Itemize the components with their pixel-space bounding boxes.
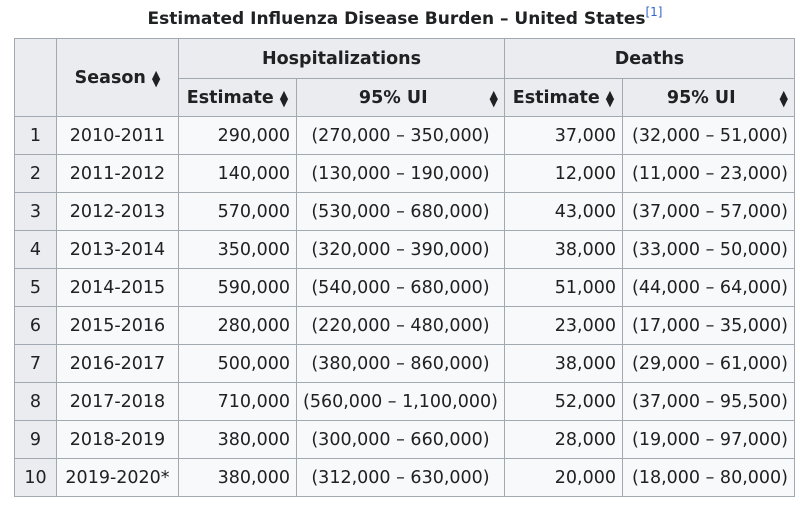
season-cell: 2013-2014 — [56, 230, 179, 269]
table-caption: Estimated Influenza Disease Burden – Uni… — [0, 5, 810, 30]
sort-icon[interactable]: ▲ ▼ — [489, 87, 498, 109]
death-ui-cell: (44,000 – 64,000) — [622, 268, 795, 307]
table-row: 2 2011-2012 140,000 (130,000 – 190,000) … — [14, 154, 795, 193]
row-index: 8 — [14, 382, 57, 421]
influenza-burden-table: Season ▲ ▼ Hospitalizations Deaths Estimat… — [14, 38, 795, 497]
hosp-estimate-cell: 280,000 — [178, 306, 297, 345]
index-header — [14, 38, 57, 117]
death-ui-label: 95% UI — [666, 87, 736, 108]
season-header[interactable]: Season ▲ ▼ — [56, 38, 179, 117]
death-estimate-cell: 23,000 — [504, 306, 623, 345]
season-cell: 2017-2018 — [56, 382, 179, 421]
death-ui-cell: (11,000 – 23,000) — [622, 154, 795, 193]
table-row: 5 2014-2015 590,000 (540,000 – 680,000) … — [14, 268, 795, 307]
season-cell: 2019-2020* — [56, 458, 179, 497]
death-estimate-cell: 20,000 — [504, 458, 623, 497]
hosp-ui-cell: (530,000 – 680,000) — [296, 192, 505, 231]
hosp-ui-cell: (130,000 – 190,000) — [296, 154, 505, 193]
row-index: 7 — [14, 344, 57, 383]
season-cell: 2016-2017 — [56, 344, 179, 383]
table-row: 8 2017-2018 710,000 (560,000 – 1,100,000… — [14, 382, 795, 421]
death-estimate-label: Estimate — [512, 87, 600, 108]
death-ui-cell: (32,000 – 51,000) — [622, 116, 795, 155]
table-row: 10 2019-2020* 380,000 (312,000 – 630,000… — [14, 458, 795, 497]
hosp-ui-cell: (320,000 – 390,000) — [296, 230, 505, 269]
death-ui-cell: (19,000 – 97,000) — [622, 420, 795, 459]
table-title: Estimated Influenza Disease Burden – Uni… — [147, 9, 646, 29]
hosp-ui-cell: (540,000 – 680,000) — [296, 268, 505, 307]
row-index: 3 — [14, 192, 57, 231]
death-estimate-cell: 12,000 — [504, 154, 623, 193]
row-index: 2 — [14, 154, 57, 193]
table-row: 4 2013-2014 350,000 (320,000 – 390,000) … — [14, 230, 795, 269]
death-ui-cell: (37,000 – 95,500) — [622, 382, 795, 421]
season-cell: 2010-2011 — [56, 116, 179, 155]
season-cell: 2012-2013 — [56, 192, 179, 231]
death-estimate-cell: 51,000 — [504, 268, 623, 307]
hosp-estimate-cell: 140,000 — [178, 154, 297, 193]
death-ui-cell: (17,000 – 35,000) — [622, 306, 795, 345]
row-index: 9 — [14, 420, 57, 459]
season-cell: 2015-2016 — [56, 306, 179, 345]
death-estimate-cell: 43,000 — [504, 192, 623, 231]
season-cell: 2018-2019 — [56, 420, 179, 459]
hosp-estimate-cell: 290,000 — [178, 116, 297, 155]
hosp-ui-cell: (312,000 – 630,000) — [296, 458, 505, 497]
death-estimate-cell: 28,000 — [504, 420, 623, 459]
row-index: 1 — [14, 116, 57, 155]
table-row: 3 2012-2013 570,000 (530,000 – 680,000) … — [14, 192, 795, 231]
hosp-estimate-header[interactable]: Estimate ▲ ▼ — [178, 78, 297, 117]
hosp-ui-cell: (380,000 – 860,000) — [296, 344, 505, 383]
table-row: 6 2015-2016 280,000 (220,000 – 480,000) … — [14, 306, 795, 345]
death-estimate-cell: 37,000 — [504, 116, 623, 155]
table-row: 7 2016-2017 500,000 (380,000 – 860,000) … — [14, 344, 795, 383]
hosp-ui-cell: (270,000 – 350,000) — [296, 116, 505, 155]
reference-link[interactable]: [1] — [645, 5, 663, 19]
season-cell: 2011-2012 — [56, 154, 179, 193]
death-estimate-cell: 52,000 — [504, 382, 623, 421]
table-row: 1 2010-2011 290,000 (270,000 – 350,000) … — [14, 116, 795, 155]
hosp-estimate-cell: 590,000 — [178, 268, 297, 307]
death-ui-header[interactable]: 95% UI ▲ ▼ — [622, 78, 795, 117]
hospitalizations-header: Hospitalizations — [178, 38, 505, 79]
hosp-estimate-cell: 380,000 — [178, 420, 297, 459]
death-ui-cell: (33,000 – 50,000) — [622, 230, 795, 269]
season-cell: 2014-2015 — [56, 268, 179, 307]
hosp-ui-label: 95% UI — [358, 87, 428, 108]
row-index: 4 — [14, 230, 57, 269]
death-estimate-header[interactable]: Estimate ▲ ▼ — [504, 78, 623, 117]
sort-icon[interactable]: ▲ ▼ — [779, 87, 788, 109]
death-estimate-cell: 38,000 — [504, 230, 623, 269]
sort-icon[interactable]: ▲ ▼ — [605, 87, 615, 109]
hosp-ui-header[interactable]: 95% UI ▲ ▼ — [296, 78, 505, 117]
row-index: 5 — [14, 268, 57, 307]
hosp-estimate-cell: 570,000 — [178, 192, 297, 231]
death-ui-cell: (18,000 – 80,000) — [622, 458, 795, 497]
death-ui-cell: (29,000 – 61,000) — [622, 344, 795, 383]
hosp-estimate-cell: 380,000 — [178, 458, 297, 497]
hosp-estimate-label: Estimate — [186, 87, 274, 108]
death-estimate-cell: 38,000 — [504, 344, 623, 383]
row-index: 6 — [14, 306, 57, 345]
sort-icon[interactable]: ▲ ▼ — [279, 87, 289, 109]
season-header-label: Season — [74, 67, 146, 88]
hosp-ui-cell: (220,000 – 480,000) — [296, 306, 505, 345]
hosp-ui-cell: (300,000 – 660,000) — [296, 420, 505, 459]
row-index: 10 — [14, 458, 57, 497]
sort-icon[interactable]: ▲ ▼ — [151, 67, 161, 89]
table-row: 9 2018-2019 380,000 (300,000 – 660,000) … — [14, 420, 795, 459]
hosp-ui-cell: (560,000 – 1,100,000) — [296, 382, 505, 421]
hosp-estimate-cell: 710,000 — [178, 382, 297, 421]
hosp-estimate-cell: 350,000 — [178, 230, 297, 269]
hosp-estimate-cell: 500,000 — [178, 344, 297, 383]
death-ui-cell: (37,000 – 57,000) — [622, 192, 795, 231]
deaths-header: Deaths — [504, 38, 795, 79]
